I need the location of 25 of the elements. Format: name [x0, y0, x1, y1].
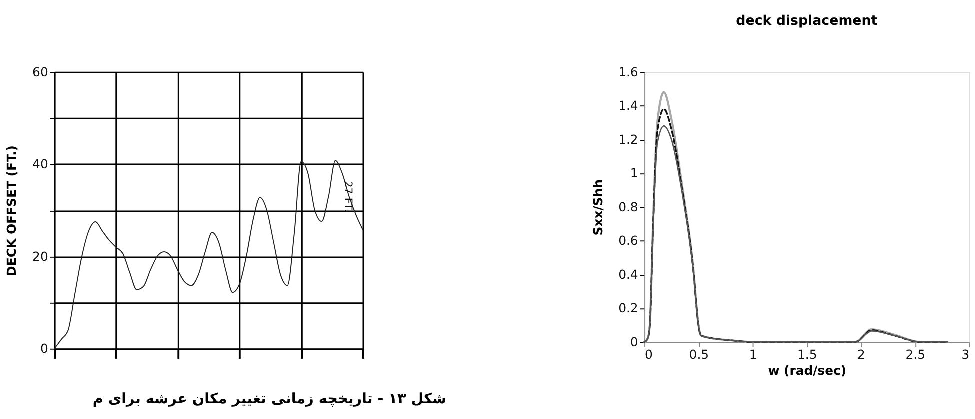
y-axis-title: Sxx/Shh [590, 180, 606, 236]
annotation: 27 FT. [342, 181, 354, 212]
y-tick-label: 0.8 [618, 199, 638, 214]
y-tick-label: 1.4 [618, 98, 638, 114]
y-tick-label: 0.6 [618, 233, 638, 248]
y-tick-label: 0.2 [618, 300, 638, 316]
y-tick-label: 0.4 [618, 266, 638, 282]
y-tick-label: 0 [630, 334, 638, 350]
x-tick-label: 0.5 [689, 346, 710, 362]
y-axis-title: DECK OFFSET (FT.) [4, 146, 20, 276]
chart-title: deck displacement [736, 14, 878, 30]
y-tick-label: 1.2 [618, 132, 638, 147]
x-axis-title: w (rad/sec) [768, 363, 847, 378]
x-tick-label: 1 [749, 346, 758, 362]
y-tick-label: 1 [630, 166, 638, 181]
x-tick-label: 3 [962, 346, 970, 362]
x-tick-label: 2.5 [906, 346, 926, 362]
text: شکل ۱۳ - تاریخچه زمانی تغییر مکان عرشه برای م [92, 391, 447, 408]
y-tick-label: 40 [32, 156, 48, 172]
x-tick-label: 0 [645, 346, 654, 362]
y-tick-label: 60 [32, 64, 48, 80]
x-tick-label: 1.5 [798, 346, 818, 362]
x-tick-label: 2 [858, 346, 866, 362]
y-tick-label: 1.6 [618, 64, 638, 80]
y-tick-label: 20 [32, 248, 48, 264]
